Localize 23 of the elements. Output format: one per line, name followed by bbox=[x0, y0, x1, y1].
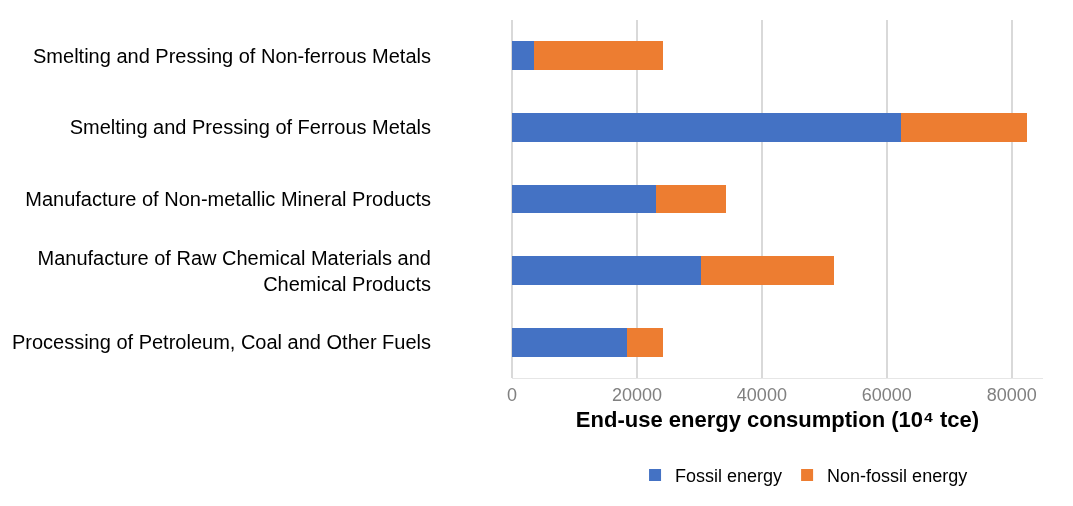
legend-label: Fossil energy bbox=[675, 465, 783, 486]
x-tick-label: 80000 bbox=[986, 384, 1037, 405]
bar bbox=[626, 327, 664, 357]
y-tick-label: Manufacture of Raw Chemical Materials and Chemical Products bbox=[37, 246, 431, 295]
x-tick-label: 40000 bbox=[736, 384, 787, 405]
bar bbox=[701, 256, 834, 285]
y-tick-label: Processing of Petroleum, Coal and Other Fuels bbox=[11, 331, 431, 354]
y-tick-label: Smelting and Pressing of Ferrous Metals bbox=[69, 116, 431, 139]
bar bbox=[512, 113, 902, 142]
x-tick-label: 0 bbox=[506, 384, 518, 405]
bar bbox=[512, 256, 702, 285]
x-tick-label: 20000 bbox=[611, 384, 662, 405]
bar bbox=[512, 41, 535, 71]
bar bbox=[655, 184, 727, 214]
bar bbox=[534, 41, 664, 71]
y-tick-label: Smelting and Pressing of Non-ferrous Metals bbox=[33, 44, 431, 67]
x-axis-title: End-use energy consumption (10⁴ tce) bbox=[575, 407, 980, 433]
bar bbox=[512, 184, 656, 214]
bar bbox=[512, 327, 627, 357]
y-tick-label: Manufacture of Non-metallic Mineral Products bbox=[25, 188, 431, 210]
bar bbox=[901, 113, 1028, 142]
x-tick-label: 60000 bbox=[861, 384, 912, 405]
legend-label: Non-fossil energy bbox=[827, 465, 968, 486]
